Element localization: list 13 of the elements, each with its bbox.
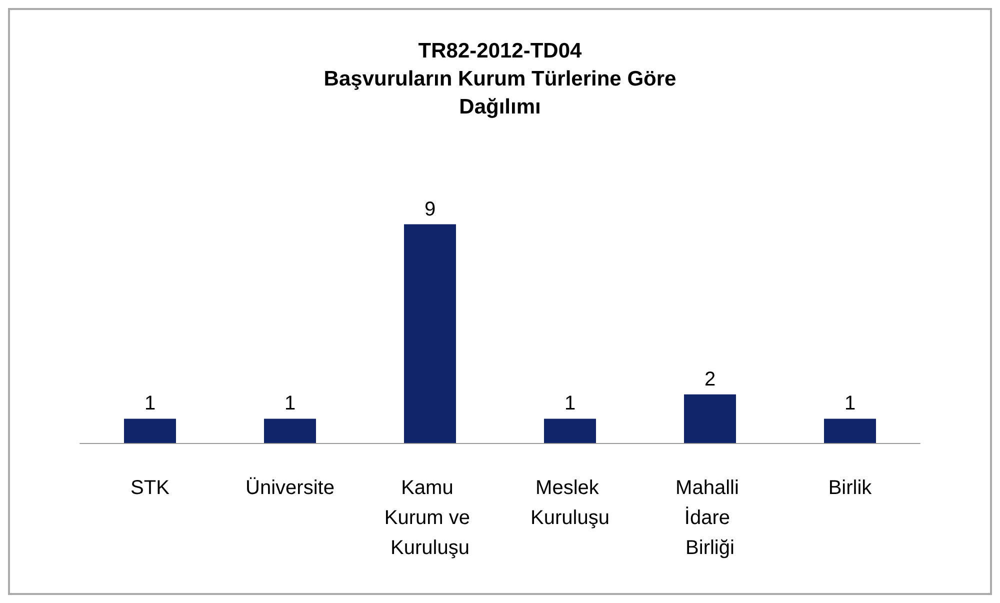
- data-label: 1: [844, 392, 856, 415]
- x-tick-label: STK: [130, 477, 170, 499]
- data-label: 9: [424, 198, 436, 220]
- x-tick-label: Mahalli İdare Birliği: [676, 477, 744, 559]
- x-tick-label: Kamu Kurum ve Kuruluşu: [384, 477, 476, 559]
- chart-title: TR82-2012-TD04 Başvuruların Kurum Türlerine Göre Dağılımı: [324, 40, 676, 118]
- data-label: 1: [564, 392, 576, 415]
- x-tick-label: Birlik: [828, 477, 873, 499]
- data-label: 1: [144, 392, 156, 415]
- data-label: 2: [704, 368, 716, 390]
- x-tick-label: Üniversite: [246, 477, 334, 499]
- x-tick-label: Meslek Kuruluşu: [530, 477, 610, 529]
- data-label: 1: [284, 392, 296, 415]
